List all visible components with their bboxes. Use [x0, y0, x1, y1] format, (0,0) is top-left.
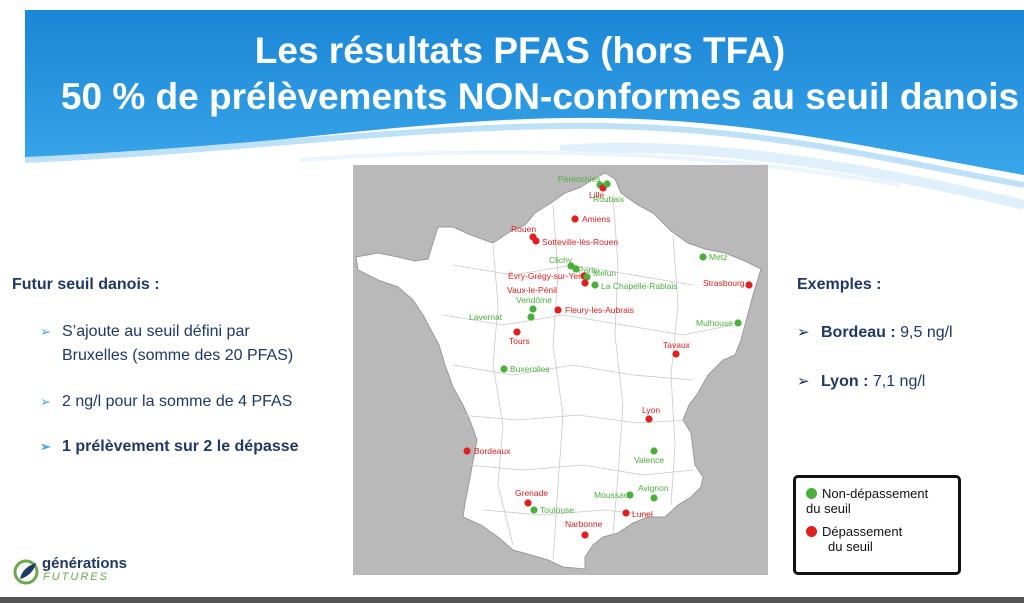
sampling-point-label: Lille	[589, 190, 604, 200]
sampling-point-dot	[699, 253, 707, 261]
legend-label-continued: du seuil	[828, 539, 873, 554]
bullet-brussels-threshold: ➢ S’ajoute au seuil défini par Bruxelles …	[40, 320, 340, 368]
green-dot-icon	[806, 488, 817, 499]
sampling-point-label: Metz	[709, 252, 727, 262]
arrow-bullet-icon: ➢	[40, 439, 51, 454]
logo-text-line1: générations	[42, 555, 128, 572]
sampling-point-label: Amiens	[582, 214, 610, 224]
legend-item-ok: Non-dépassement du seuil	[806, 486, 928, 516]
sampling-point-label: La Chapelle-Rablais	[601, 281, 678, 291]
sampling-point-label: Paris	[578, 265, 597, 275]
sampling-point-dot	[463, 447, 471, 455]
sampling-point-label: Sotteville-lès-Rouen	[542, 237, 618, 247]
sampling-point-dot	[583, 273, 591, 281]
bullet-one-in-two: ➢ 1 prélèvement sur 2 le dépasse	[40, 435, 299, 459]
sampling-point-dot	[524, 499, 532, 507]
sampling-point-dot	[622, 509, 630, 517]
danish-threshold-heading: Futur seuil danois :	[12, 276, 160, 293]
bullet-text: S’ajoute au seuil défini par	[62, 323, 250, 340]
legend-item-exceed: Dépassement du seuil	[806, 524, 902, 554]
examples-heading: Exemples :	[797, 276, 882, 293]
sampling-point-label: Narbonne	[565, 519, 603, 529]
sampling-point-dot	[650, 494, 658, 502]
example-value: 7,1 ng/l	[872, 373, 926, 390]
arrow-bullet-icon: ➢	[797, 324, 810, 341]
sampling-point-label: Grenade	[515, 488, 548, 498]
sampling-point-label: Fleury-les-Aubrais	[565, 305, 634, 315]
bullet-sum-of-4-pfas: ➢ 2 ng/l pour la somme de 4 PFAS	[40, 390, 292, 414]
sampling-point-label: Toulouse	[540, 505, 574, 515]
example-bordeaux: ➢ Bordeau : 9,5 ng/l	[797, 323, 953, 342]
sampling-point-label: Vaux-le-Pénil	[507, 285, 557, 295]
sampling-point-label: Roubaix	[593, 194, 625, 204]
sampling-point-label: Strasbourg	[703, 278, 745, 288]
sampling-point-label: Mulhouse	[696, 318, 733, 328]
sampling-point-label: Avignon	[638, 483, 669, 493]
leaf-logo-icon	[13, 559, 39, 585]
bottom-border	[0, 597, 1024, 603]
sampling-point-label: Melun	[593, 268, 616, 278]
sampling-point-label: Évry-Grégy-sur-Yerre	[508, 271, 589, 281]
sampling-point-dot	[529, 305, 537, 313]
sampling-point-dot	[645, 415, 653, 423]
arrow-bullet-icon: ➢	[40, 324, 51, 339]
legend-label: Dépassement	[822, 524, 903, 539]
bullet-text-continued: Bruxelles (somme des 20 PFAS)	[62, 347, 294, 364]
sampling-point-dot	[734, 319, 742, 327]
example-city: Bordeau :	[821, 324, 896, 341]
sampling-point-dot	[554, 306, 562, 314]
red-dot-icon	[806, 526, 817, 537]
sampling-point-label: Clichy	[549, 255, 573, 265]
sampling-point-dot	[571, 215, 579, 223]
sampling-point-label: Lyon	[642, 405, 660, 415]
sampling-point-label: Rouen	[511, 224, 536, 234]
sampling-point-label: Moussac	[594, 490, 629, 500]
bullet-text: 2 ng/l pour la somme de 4 PFAS	[62, 393, 293, 410]
logo-text-line2: FUTURES	[43, 571, 109, 583]
sampling-point-dot	[591, 281, 599, 289]
example-city: Lyon :	[821, 373, 869, 390]
arrow-bullet-icon: ➢	[40, 394, 51, 409]
map-legend: Non-dépassement du seuil Dépassement du …	[793, 475, 961, 575]
sampling-point-label: Bordeaux	[474, 446, 511, 456]
sampling-point-label: Lunel	[632, 509, 653, 519]
sampling-point-dot	[672, 350, 680, 358]
sampling-point-label: Tavaux	[663, 340, 691, 350]
legend-label-continued: du seuil	[806, 501, 851, 516]
sampling-point-label: Valence	[634, 455, 664, 465]
slide-title-line1: Les résultats PFAS (hors TFA)	[254, 30, 786, 71]
sampling-point-dot	[500, 365, 508, 373]
sampling-point-dot	[745, 281, 753, 289]
sampling-point-dot	[527, 313, 535, 321]
sampling-point-dot	[626, 491, 634, 499]
sampling-point-dot	[603, 180, 611, 188]
sampling-point-label: Vendôme	[516, 295, 552, 305]
sampling-point-dot	[581, 531, 589, 539]
slide-title-line2: 50 % de prélèvements NON-conformes au se…	[60, 76, 1020, 117]
example-lyon: ➢ Lyon : 7,1 ng/l	[797, 372, 925, 391]
sampling-point-dot	[530, 506, 538, 514]
france-outline	[355, 172, 762, 570]
sampling-point-dot	[532, 237, 540, 245]
sampling-point-label: Tours	[509, 336, 530, 346]
sampling-point-label: Lavernat	[469, 312, 503, 322]
bullet-text: 1 prélèvement sur 2 le dépasse	[62, 438, 299, 455]
sampling-point-label: Buxerolles	[510, 364, 550, 374]
sampling-point-label: Pérenchies	[558, 174, 601, 184]
arrow-bullet-icon: ➢	[797, 373, 810, 390]
sampling-point-dot	[581, 279, 589, 287]
legend-label: Non-dépassement	[822, 486, 929, 501]
sampling-point-dot	[572, 265, 580, 273]
example-value: 9,5 ng/l	[900, 324, 953, 341]
sampling-point-dot	[513, 328, 521, 336]
sampling-point-dot	[650, 447, 658, 455]
